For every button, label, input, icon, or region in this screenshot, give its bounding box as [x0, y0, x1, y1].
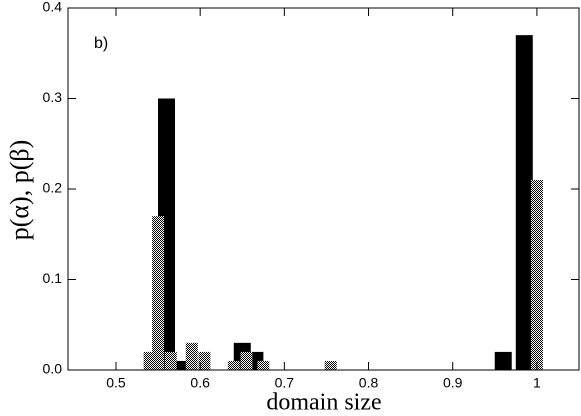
y-axis-label: p(α), p(β)	[5, 140, 34, 240]
annotation: b)	[94, 35, 108, 52]
bar	[324, 360, 337, 370]
x-tick-label: 0.5	[106, 375, 126, 391]
bar	[515, 35, 533, 371]
bar	[152, 216, 165, 370]
bar	[530, 179, 543, 370]
bar	[494, 351, 512, 370]
bar	[198, 351, 211, 370]
bar	[185, 342, 198, 370]
y-tick-label: 0.4	[43, 0, 63, 15]
y-tick-label: 0.3	[43, 89, 63, 105]
y-tick-label: 0.2	[43, 180, 63, 196]
x-tick-label: 1	[533, 375, 541, 391]
x-axis-label: domain size	[266, 390, 381, 416]
bar	[164, 351, 177, 370]
bar	[170, 360, 188, 370]
bar	[257, 360, 270, 370]
bar	[227, 360, 240, 370]
y-tick-label: 0.0	[43, 361, 63, 377]
x-tick-label: 0.8	[359, 375, 379, 391]
plot-frame	[67, 7, 580, 371]
x-tick-label: 0.9	[443, 375, 463, 391]
x-tick-label: 0.6	[190, 375, 210, 391]
bar	[240, 351, 253, 370]
x-tick-label: 0.7	[275, 375, 295, 391]
y-tick-label: 0.1	[43, 270, 63, 286]
